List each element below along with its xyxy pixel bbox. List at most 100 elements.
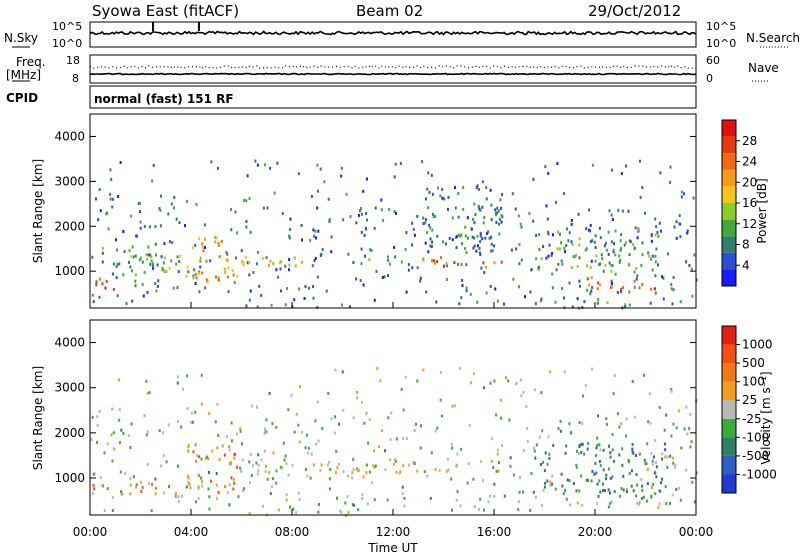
heatmap-cell xyxy=(565,444,568,448)
heatmap-cell xyxy=(225,250,228,254)
heatmap-cell xyxy=(195,203,198,206)
heatmap-cell xyxy=(360,206,362,210)
heatmap-cell xyxy=(388,208,391,211)
heatmap-cell xyxy=(351,503,354,507)
heatmap-cell xyxy=(277,275,280,279)
colorbar-tick-label: 8 xyxy=(742,238,750,252)
colorbar-tick-label: 28 xyxy=(742,134,757,148)
heatmap-cell xyxy=(494,208,497,212)
heatmap-cell xyxy=(599,490,602,494)
heatmap-cell xyxy=(510,248,513,252)
heatmap-cell xyxy=(485,186,488,190)
heatmap-cell xyxy=(608,261,611,265)
heatmap-cell xyxy=(479,251,481,255)
heatmap-cell xyxy=(650,452,653,456)
colorbar-segment xyxy=(722,236,736,253)
heatmap-cell xyxy=(590,276,593,279)
heatmap-cell xyxy=(611,264,614,267)
colorbar-tick-label: -25 xyxy=(742,412,762,426)
heatmap-cell xyxy=(648,254,651,258)
heatmap-cell xyxy=(448,236,451,240)
power-colorbar: 4 8 12 16 20 24 28 xyxy=(721,119,757,287)
heatmap-cell xyxy=(326,463,329,467)
heatmap-cell xyxy=(182,387,184,391)
heatmap-cell xyxy=(115,265,118,268)
heatmap-cell xyxy=(655,465,658,469)
y-tick-label: 2000 xyxy=(54,219,85,233)
heatmap-cell xyxy=(271,422,274,426)
heatmap-cell xyxy=(411,243,414,247)
heatmap-cell xyxy=(431,259,434,263)
heatmap-cell xyxy=(596,502,599,506)
heatmap-cell xyxy=(427,250,430,254)
heatmap-cell xyxy=(518,243,521,246)
heatmap-cell xyxy=(341,370,344,374)
heatmap-cell xyxy=(251,464,254,468)
heatmap-cell xyxy=(636,236,639,240)
heatmap-cell xyxy=(491,437,493,441)
heatmap-cell xyxy=(631,380,634,383)
heatmap-cell xyxy=(304,285,307,288)
x-tick-label: 00:00 xyxy=(679,525,714,539)
heatmap-cell xyxy=(490,242,493,246)
heatmap-cell xyxy=(460,263,463,267)
heatmap-cell xyxy=(201,245,204,249)
heatmap-cell xyxy=(607,505,610,509)
heatmap-cell xyxy=(599,448,602,452)
heatmap-cell xyxy=(276,161,279,165)
heatmap-cell xyxy=(607,467,610,471)
heatmap-cell xyxy=(290,393,293,397)
heatmap-cell xyxy=(434,261,437,265)
heatmap-cell xyxy=(256,472,259,476)
heatmap-cell xyxy=(620,246,622,250)
heatmap-cell xyxy=(266,430,269,434)
heatmap-cell xyxy=(270,303,273,307)
heatmap-cell xyxy=(321,248,324,251)
heatmap-cell xyxy=(284,264,287,268)
heatmap-cell xyxy=(257,469,260,473)
heatmap-cell xyxy=(671,493,674,497)
heatmap-cell xyxy=(416,266,419,270)
heatmap-cell xyxy=(163,491,166,495)
heatmap-cell xyxy=(595,454,598,458)
heatmap-cell xyxy=(323,180,326,184)
heatmap-cell xyxy=(200,373,203,377)
heatmap-cell xyxy=(490,218,493,222)
heatmap-cell xyxy=(118,418,121,422)
heatmap-cell xyxy=(362,189,365,193)
heatmap-cell xyxy=(633,279,636,283)
heatmap-cell xyxy=(563,370,566,374)
heatmap-cell xyxy=(597,281,600,285)
heatmap-cell xyxy=(584,384,587,387)
heatmap-cell xyxy=(96,440,99,444)
heatmap-cell xyxy=(552,233,554,237)
heatmap-cell xyxy=(455,498,458,502)
heatmap-cell xyxy=(679,235,682,238)
heatmap-cell xyxy=(218,278,220,282)
heatmap-cell xyxy=(596,443,599,447)
heatmap-cell xyxy=(472,477,475,481)
heatmap-cell xyxy=(233,456,236,460)
heatmap-cell xyxy=(652,483,655,486)
heatmap-cell xyxy=(444,242,447,246)
power-y-axis: 1000 2000 3000 4000 xyxy=(54,129,696,278)
heatmap-cell xyxy=(496,299,499,303)
heatmap-cell xyxy=(149,225,152,229)
heatmap-cell xyxy=(571,242,574,246)
heatmap-cell xyxy=(293,430,296,434)
y-tick-label: 4000 xyxy=(54,336,85,350)
heatmap-cell xyxy=(387,274,389,277)
cpid-label: CPID xyxy=(6,91,38,105)
heatmap-cell xyxy=(200,457,203,461)
x-axis-label: Time UT xyxy=(367,541,418,554)
heatmap-cell xyxy=(317,510,320,514)
heatmap-cell xyxy=(641,497,643,500)
heatmap-cell xyxy=(312,296,315,300)
heatmap-cell xyxy=(547,254,550,258)
heatmap-cell xyxy=(154,477,157,481)
heatmap-cell xyxy=(143,414,146,418)
heatmap-cell xyxy=(639,195,642,199)
heatmap-cell xyxy=(337,462,340,466)
heatmap-cell xyxy=(552,444,555,447)
heatmap-cell xyxy=(264,430,267,434)
